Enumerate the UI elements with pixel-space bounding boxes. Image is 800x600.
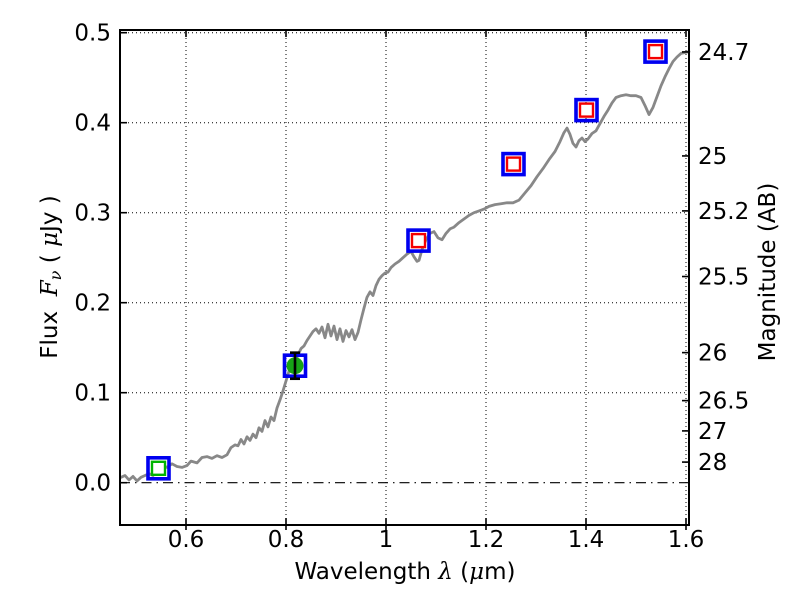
x-tick-label: 0.8 bbox=[268, 527, 305, 553]
nu-subscript: ν bbox=[46, 270, 66, 281]
flux-tick-label: 0.5 bbox=[74, 21, 111, 47]
flux-mu-symbol: μ bbox=[37, 231, 63, 247]
mag-tick-label: 25 bbox=[698, 144, 727, 170]
model-photometry-square bbox=[146, 455, 171, 481]
mag-tick-label: 25.2 bbox=[698, 199, 749, 225]
mag-tick-label: 24.7 bbox=[698, 40, 749, 66]
x-axis-unit-close: m) bbox=[484, 559, 516, 585]
model-photometry-square bbox=[643, 39, 668, 64]
flux-word: Flux bbox=[37, 296, 63, 359]
flux-unit-close: Jy ) bbox=[37, 195, 63, 232]
lambda-symbol: λ bbox=[438, 559, 453, 585]
mag-tick-label: 25.5 bbox=[698, 265, 749, 291]
mag-tick-label: 26.5 bbox=[698, 389, 749, 415]
flux-tick-label: 0.0 bbox=[74, 471, 111, 497]
flux-tick-label: 0.4 bbox=[74, 111, 111, 137]
x-tick-label: 0.6 bbox=[168, 527, 205, 553]
model-photometry-square bbox=[574, 97, 599, 123]
mag-tick-label: 27 bbox=[698, 419, 727, 445]
inner-photometry-square-red bbox=[410, 232, 427, 249]
inner-photometry-square-green bbox=[150, 460, 167, 476]
model-photometry-square bbox=[501, 151, 526, 177]
y-axis-label-magnitude: Magnitude (AB) bbox=[755, 183, 781, 362]
spectrum-line bbox=[119, 50, 691, 483]
inner-photometry-square-red bbox=[578, 102, 595, 118]
x-axis-label-word: Wavelength bbox=[294, 559, 439, 585]
x-axis-unit-open: ( bbox=[452, 559, 470, 585]
magnitude-label-text: Magnitude (AB) bbox=[755, 182, 781, 362]
mag-tick-label: 28 bbox=[698, 450, 727, 476]
flux-F-symbol: F bbox=[37, 280, 63, 297]
plot-frame bbox=[119, 29, 690, 526]
y-axis-label-flux: Flux Fν ( μJy ) bbox=[37, 195, 66, 359]
flux-tick-label: 0.1 bbox=[74, 381, 111, 407]
flux-tick-label: 0.3 bbox=[74, 201, 111, 227]
inner-photometry-square-red bbox=[647, 43, 664, 60]
flux-unit-open: ( bbox=[37, 246, 63, 271]
x-tick-label: 1.6 bbox=[668, 527, 705, 553]
mu-symbol: μ bbox=[469, 559, 485, 585]
x-tick-label: 1.4 bbox=[568, 527, 605, 553]
model-photometry-square bbox=[406, 228, 431, 253]
x-tick-label: 1 bbox=[379, 527, 394, 553]
x-axis-label: Wavelength λ (μm) bbox=[295, 559, 516, 585]
flux-tick-label: 0.2 bbox=[74, 291, 111, 317]
x-tick-label: 1.2 bbox=[468, 527, 505, 553]
inner-photometry-square-red bbox=[505, 156, 522, 172]
mag-tick-label: 26 bbox=[698, 341, 727, 367]
